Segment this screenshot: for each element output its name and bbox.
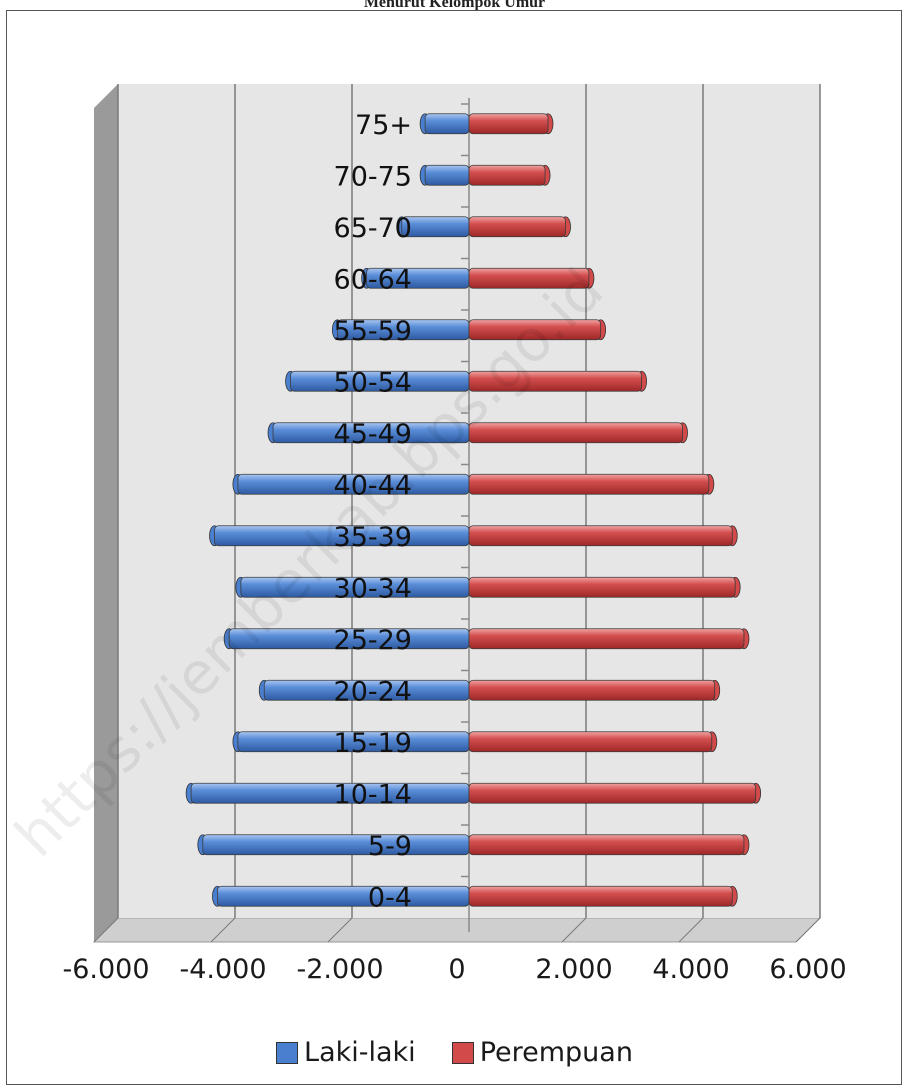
bar-female-5-9 <box>468 834 750 856</box>
bar-body <box>468 576 736 598</box>
legend-item-male[interactable]: Laki-laki <box>276 1037 416 1068</box>
category-label: 10-14 <box>334 779 412 810</box>
side-wall <box>94 84 118 942</box>
bar-body <box>468 525 733 547</box>
category-label: 45-49 <box>334 419 412 450</box>
bar-female-60-64 <box>468 267 595 289</box>
x-tick-label: -2.000 <box>296 954 383 985</box>
bar-female-45-49 <box>468 422 688 444</box>
bar-male-30-34 <box>235 576 470 598</box>
legend: Laki-laki Perempuan <box>0 1037 909 1068</box>
bar-body <box>468 216 566 238</box>
bar-female-35-39 <box>468 525 738 547</box>
bar-body <box>468 267 590 289</box>
bars-group <box>185 113 762 907</box>
bar-male-55-59 <box>331 319 470 341</box>
legend-swatch-male <box>276 1041 299 1064</box>
gridline-floor <box>210 917 236 943</box>
chart-caption: Menurut Kelompok Umur <box>363 0 546 11</box>
bar-female-20-24 <box>468 679 721 701</box>
legend-item-female[interactable]: Perempuan <box>451 1037 633 1068</box>
bar-body <box>468 473 710 495</box>
watermark-text: https://jemberkab.bps.go.id <box>2 256 616 870</box>
category-label: 40-44 <box>334 470 412 501</box>
bar-female-40-44 <box>468 473 715 495</box>
bar-female-0-4 <box>468 885 738 907</box>
x-tick-label: 6.000 <box>769 954 846 985</box>
category-label: 65-70 <box>334 213 412 244</box>
bar-male-50-54 <box>285 370 470 392</box>
bar-female-70-75 <box>468 164 551 186</box>
bar-body <box>468 370 642 392</box>
category-label: 20-24 <box>334 676 412 707</box>
bar-male-15-19 <box>232 731 470 753</box>
bar-male-20-24 <box>258 679 470 701</box>
category-label: 15-19 <box>334 728 412 759</box>
x-tick-label: 0 <box>448 954 465 985</box>
category-label: 35-39 <box>334 522 412 553</box>
bar-body <box>468 679 716 701</box>
x-tick-label: -4.000 <box>179 954 266 985</box>
bar-body <box>468 782 757 804</box>
legend-swatch-female <box>451 1041 474 1064</box>
bar-male-75+ <box>419 113 470 135</box>
category-label: 30-34 <box>334 573 412 604</box>
category-label: 25-29 <box>334 625 412 656</box>
bar-female-30-34 <box>468 576 741 598</box>
bar-male-60-64 <box>361 267 470 289</box>
category-label: 50-54 <box>334 367 412 398</box>
bar-female-75+ <box>468 113 554 135</box>
gridline-floor <box>561 917 587 943</box>
bar-female-10-14 <box>468 782 762 804</box>
category-label: 60-64 <box>334 264 412 295</box>
gridline-floor <box>795 917 821 943</box>
bar-male-0-4 <box>212 885 470 907</box>
gridline-floor <box>327 917 353 943</box>
legend-label-male: Laki-laki <box>304 1037 416 1068</box>
bar-body <box>468 422 683 444</box>
gridline-floor <box>678 917 704 943</box>
x-axis-ticks: -6.000 -4.000 -2.000 0 2.000 4.000 6.000 <box>62 954 846 985</box>
x-tick-label: -6.000 <box>62 954 149 985</box>
bar-body <box>468 319 602 341</box>
bar-female-55-59 <box>468 319 607 341</box>
x-tick-label: 2.000 <box>535 954 612 985</box>
legend-label-female: Perempuan <box>479 1037 633 1068</box>
category-label: 55-59 <box>334 316 412 347</box>
category-label: 0-4 <box>368 882 412 913</box>
bar-female-25-29 <box>468 628 750 650</box>
bar-body <box>468 834 745 856</box>
bar-female-65-70 <box>468 216 571 238</box>
bar-female-50-54 <box>468 370 647 392</box>
category-label: 70-75 <box>334 161 412 192</box>
bar-male-65-70 <box>396 216 470 238</box>
bar-body <box>468 164 546 186</box>
category-label: 75+ <box>355 110 412 141</box>
bar-body <box>468 885 733 907</box>
category-labels: 0-4 5-9 10-14 15-19 20-24 25-29 30-34 35-39 40-4… <box>334 110 412 914</box>
bar-body <box>468 628 745 650</box>
category-label: 5-9 <box>368 831 412 862</box>
bar-body <box>468 731 713 753</box>
x-tick-label: 4.000 <box>652 954 729 985</box>
bar-body <box>468 113 549 135</box>
gridline-floor <box>93 917 119 943</box>
bar-female-15-19 <box>468 731 718 753</box>
bar-male-35-39 <box>209 525 470 547</box>
